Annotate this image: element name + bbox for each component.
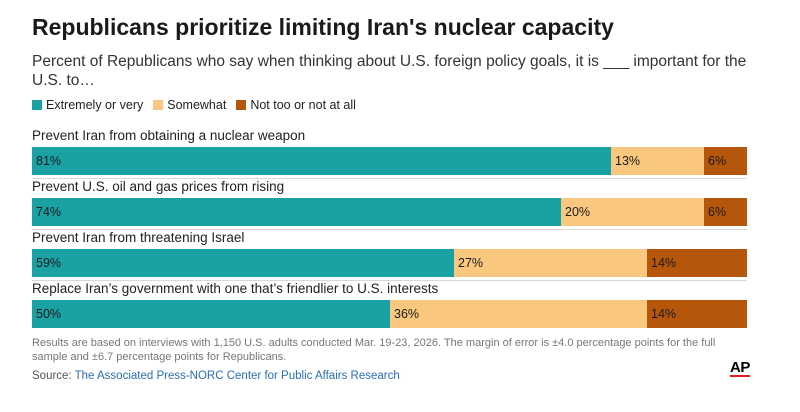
bar-row: 81% 13% 6% bbox=[32, 147, 747, 175]
chart-title: Republicans prioritize limiting Iran's n… bbox=[32, 14, 614, 40]
data-label-somewhat: 36% bbox=[394, 307, 420, 321]
bar-row: 50% 36% 14% bbox=[32, 300, 747, 328]
bar-segment-somewhat bbox=[611, 147, 704, 175]
bar-segment-extremely bbox=[32, 300, 390, 328]
chart-subtitle: Percent of Republicans who say when thin… bbox=[32, 53, 747, 89]
legend: Extremely or very Somewhat Not too or no… bbox=[32, 98, 356, 112]
bar-segment-somewhat bbox=[390, 300, 647, 328]
row-divider bbox=[32, 229, 747, 230]
data-label-extremely: 74% bbox=[36, 205, 62, 219]
source-prefix: Source: bbox=[32, 370, 75, 382]
legend-item-somewhat: Somewhat bbox=[153, 98, 226, 112]
bar-row: 74% 20% 6% bbox=[32, 198, 747, 226]
category-label: Prevent Iran from threatening Israel bbox=[32, 230, 245, 245]
category-label: Prevent U.S. oil and gas prices from ris… bbox=[32, 179, 285, 194]
legend-item-not: Not too or not at all bbox=[236, 98, 356, 112]
data-label-not: 14% bbox=[651, 256, 677, 270]
legend-label-somewhat: Somewhat bbox=[167, 98, 227, 112]
bar-segment-not bbox=[704, 147, 747, 175]
legend-swatch-not bbox=[236, 100, 247, 110]
bar-segment-extremely bbox=[32, 147, 611, 175]
legend-label-extremely: Extremely or very bbox=[46, 98, 144, 112]
bar-segment-somewhat bbox=[454, 249, 647, 277]
data-label-somewhat: 13% bbox=[615, 154, 641, 168]
ap-logo: AP bbox=[730, 359, 750, 377]
bar-segment-extremely bbox=[32, 198, 561, 226]
row-divider bbox=[32, 280, 747, 281]
methodology-note: Results are based on interviews with 1,1… bbox=[32, 337, 716, 363]
data-label-somewhat: 20% bbox=[565, 205, 591, 219]
data-label-not: 6% bbox=[708, 205, 727, 219]
data-label-somewhat: 27% bbox=[458, 256, 484, 270]
data-label-extremely: 50% bbox=[36, 307, 62, 321]
legend-swatch-extremely bbox=[32, 100, 42, 110]
source-link[interactable]: The Associated Press-NORC Center for Pub… bbox=[74, 370, 400, 382]
bar-segment-not bbox=[647, 300, 747, 328]
bar-segment-not bbox=[704, 198, 747, 226]
source-line: Source: The Associated Press-NORC Center… bbox=[32, 370, 400, 382]
category-label: Replace Iran’s government with one that’… bbox=[32, 281, 439, 296]
row-divider bbox=[32, 178, 747, 179]
bar-segment-somewhat bbox=[561, 198, 704, 226]
bar-segment-not bbox=[647, 249, 747, 277]
data-label-not: 14% bbox=[651, 307, 677, 321]
category-label: Prevent Iran from obtaining a nuclear we… bbox=[32, 128, 306, 143]
data-label-extremely: 59% bbox=[36, 256, 62, 270]
legend-item-extremely: Extremely or very bbox=[32, 98, 143, 112]
data-label-not: 6% bbox=[708, 154, 727, 168]
bar-segment-extremely bbox=[32, 249, 454, 277]
legend-label-not: Not too or not at all bbox=[250, 98, 356, 112]
legend-swatch-somewhat bbox=[153, 100, 164, 110]
bar-row: 59% 27% 14% bbox=[32, 249, 747, 277]
data-label-extremely: 81% bbox=[36, 154, 62, 168]
